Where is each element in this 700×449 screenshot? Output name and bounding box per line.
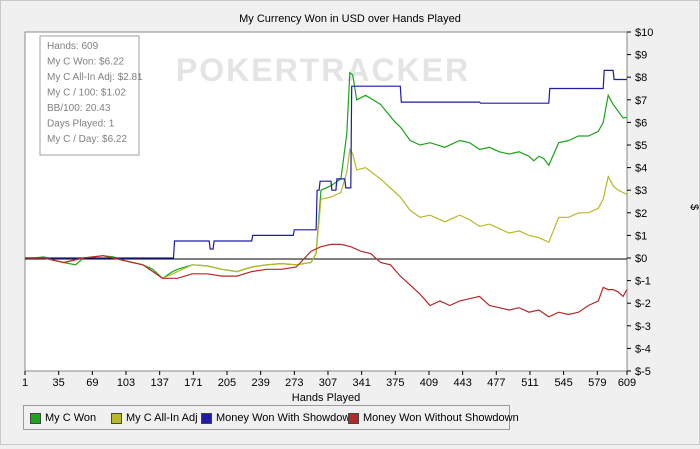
- y-tick-label: $10: [635, 27, 653, 39]
- stats-line: BB/100: 20.43: [47, 103, 111, 114]
- x-tick-label: 307: [319, 377, 337, 389]
- legend-item-without-showdown: Money Won Without Showdown: [348, 411, 519, 425]
- stats-line: My C / Day: $6.22: [47, 134, 127, 145]
- legend-swatch: [30, 412, 41, 424]
- y-tick-label: $3: [635, 185, 647, 197]
- x-tick-label: 171: [184, 377, 202, 389]
- x-axis-label: Hands Played: [292, 392, 361, 404]
- y-tick-label: $-2: [635, 298, 651, 310]
- x-tick-label: 205: [218, 377, 236, 389]
- y-tick-label: $2: [635, 208, 647, 220]
- x-tick-label: 609: [618, 377, 636, 389]
- legend-item-my-c-won: My C Won: [30, 411, 96, 425]
- x-tick-label: 545: [554, 377, 572, 389]
- legend-label: My C Won: [45, 412, 97, 424]
- legend-swatch: [348, 412, 359, 424]
- legend-swatch: [111, 412, 122, 424]
- legend-item-all-in-adj: My C All-In Adj: [111, 411, 198, 425]
- y-tick-label: $-4: [635, 343, 651, 355]
- x-tick-label: 35: [53, 377, 65, 389]
- legend-item-with-showdown: Money Won With Showdown: [201, 411, 356, 425]
- x-tick-label: 375: [386, 377, 404, 389]
- y-tick-label: $1: [635, 230, 647, 242]
- series-layer: [25, 69, 628, 318]
- stats-line: Hands: 609: [47, 41, 99, 52]
- stats-line: My C Won: $6.22: [47, 57, 125, 68]
- x-tick-label: 137: [150, 377, 168, 389]
- x-tick-label: 341: [352, 377, 370, 389]
- chart-title: My Currency Won in USD over Hands Played: [239, 13, 461, 25]
- y-axis: $10 $9 $8 $7 $6 $5 $4 $3 $2 $1 $0 $-1 $-2 $-3 $-4 $-5: [627, 27, 653, 378]
- x-tick-label: 273: [285, 377, 303, 389]
- x-tick-label: 69: [86, 377, 98, 389]
- series-line-3: [25, 243, 628, 318]
- legend: My C Won My C All-In Adj Money Won With …: [23, 405, 519, 430]
- series-line-1: [25, 147, 628, 279]
- x-axis: 1 35 69 103 137 171 205 239 273 307 341 375 409 443 47…: [22, 371, 636, 389]
- legend-label: My C All-In Adj: [126, 412, 198, 424]
- y-tick-label: $0: [635, 253, 647, 265]
- x-tick-label: 103: [117, 377, 135, 389]
- y-tick-label: $5: [635, 140, 647, 152]
- x-tick-label: 409: [420, 377, 438, 389]
- stats-line: My C All-In Adj: $2.81: [47, 72, 143, 83]
- x-tick-label: 511: [521, 377, 539, 389]
- stats-line: My C / 100: $1.02: [47, 88, 126, 99]
- x-tick-label: 443: [453, 377, 471, 389]
- stats-box: [39, 35, 140, 156]
- y-tick-label: $9: [635, 50, 647, 62]
- stats-line: Days Played: 1: [47, 119, 115, 130]
- x-tick-label: 239: [251, 377, 269, 389]
- y-axis-label: $: [688, 204, 699, 210]
- legend-label: Money Won With Showdown: [216, 412, 357, 424]
- y-tick-label: $7: [635, 95, 647, 107]
- y-tick-label: $-1: [635, 276, 651, 288]
- series-line-2: [25, 69, 627, 259]
- legend-label: Money Won Without Showdown: [363, 412, 519, 424]
- y-tick-label: $6: [635, 117, 647, 129]
- legend-swatch: [201, 412, 212, 424]
- x-tick-label: 477: [487, 377, 505, 389]
- watermark: POKERTRACKER: [176, 52, 470, 88]
- x-tick-label: 579: [588, 377, 606, 389]
- y-tick-label: $4: [635, 163, 647, 175]
- y-tick-label: $8: [635, 72, 647, 84]
- x-tick-label: 1: [22, 377, 28, 389]
- y-tick-label: $-5: [635, 366, 651, 378]
- y-tick-label: $-3: [635, 321, 651, 333]
- stats-lines: Hands: 609 My C Won: $6.22 My C All-In Adj…: [47, 41, 143, 145]
